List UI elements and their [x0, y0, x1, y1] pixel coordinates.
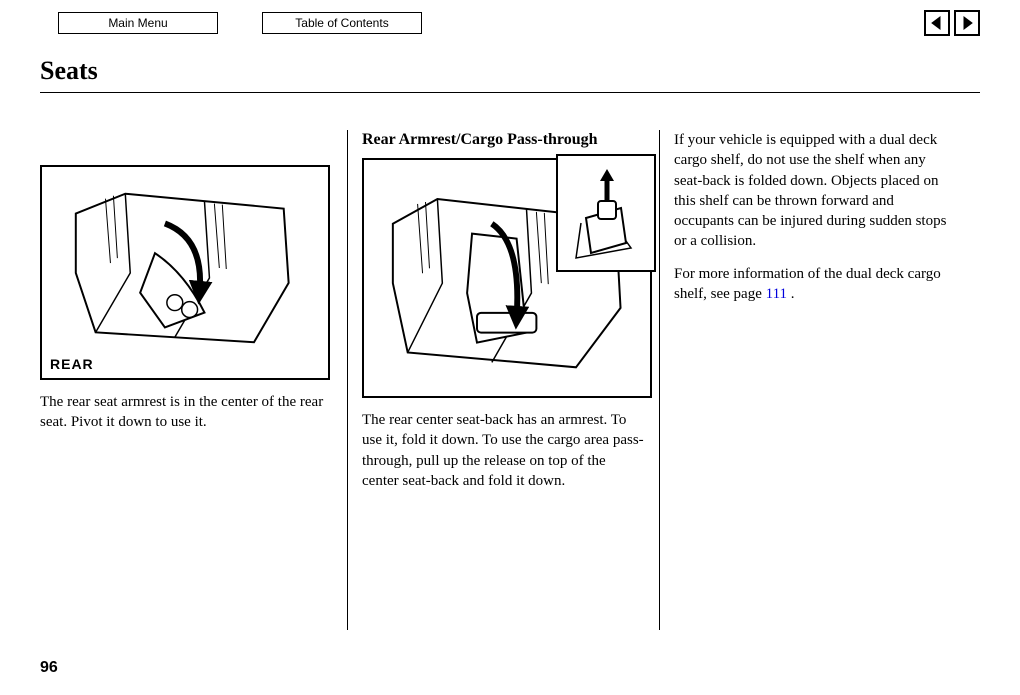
figure-inset-release	[556, 154, 656, 272]
content-columns: REAR The rear seat armrest is in the cen…	[40, 130, 980, 640]
col3-para1: If your vehicle is equipped with a dual …	[674, 130, 957, 252]
triangle-right-icon	[961, 16, 973, 30]
column-divider-2	[659, 130, 660, 630]
figure-rear-armrest: REAR	[40, 165, 330, 380]
page-link-111[interactable]: 111	[766, 286, 787, 302]
triangle-left-icon	[931, 16, 943, 30]
seat-armrest-illustration	[56, 178, 313, 368]
figure-label-rear: REAR	[50, 356, 94, 372]
col1-body-text: The rear seat armrest is in the center o…	[40, 392, 333, 433]
title-divider	[40, 92, 980, 93]
column-divider-1	[347, 130, 348, 630]
prev-page-button[interactable]	[924, 10, 950, 36]
top-nav-bar: Main Menu Table of Contents	[0, 12, 1020, 40]
page-title: Seats	[40, 56, 98, 86]
figure-cargo-passthrough	[362, 158, 652, 398]
column-1: REAR The rear seat armrest is in the cen…	[40, 130, 343, 640]
col3-para2-tail: .	[787, 286, 795, 302]
col2-body-text: The rear center seat-back has an armrest…	[362, 410, 645, 491]
column-3: If your vehicle is equipped with a dual …	[664, 130, 967, 640]
page-number: 96	[40, 659, 58, 677]
table-of-contents-button[interactable]: Table of Contents	[262, 12, 422, 34]
col3-para2: For more information of the dual deck ca…	[674, 264, 957, 305]
col3-para2-lead: For more information of the dual deck ca…	[674, 266, 941, 302]
next-page-button[interactable]	[954, 10, 980, 36]
release-lever-illustration	[566, 163, 646, 263]
main-menu-button[interactable]: Main Menu	[58, 12, 218, 34]
column-2: Rear Armrest/Cargo Pass-through	[352, 130, 655, 640]
col2-heading: Rear Armrest/Cargo Pass-through	[362, 130, 645, 150]
